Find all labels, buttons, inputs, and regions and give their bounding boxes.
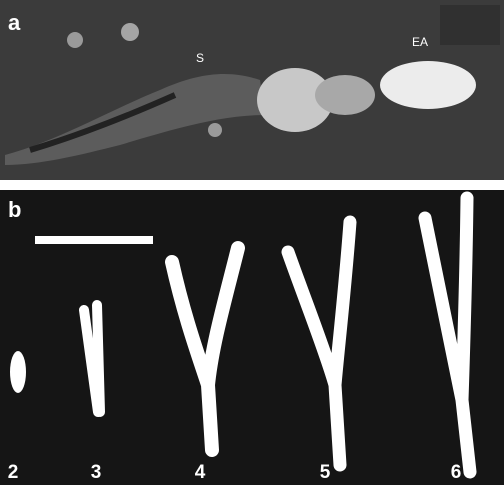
bubble [121,23,139,41]
stage-number: 5 [320,462,331,483]
stage-number: 4 [195,462,206,483]
panel-label: a [8,10,21,35]
specimen-body [257,68,333,132]
specimen-stage [281,215,357,472]
specimen-dark-band [29,92,177,153]
specimen-stage [79,300,105,417]
dark-patch [440,5,500,45]
stage-number: 3 [91,462,102,483]
annotation: S [196,51,204,65]
specimen-stage [418,191,477,479]
bubble [208,123,222,137]
bubble [67,32,83,48]
specimen-stage [10,351,26,393]
annotation: EA [412,35,428,49]
scale-bar [35,236,153,244]
specimen-neck [315,75,375,115]
panel-label: b [8,197,21,222]
specimen-streak [5,74,265,165]
panel-a: a S EA [0,0,504,180]
stage-number: 2 [8,462,19,483]
specimen-stage [165,241,245,457]
panel-b: b 2 3 4 5 6 [0,190,504,485]
specimen-apex [380,61,476,109]
stage-number: 6 [451,462,462,483]
